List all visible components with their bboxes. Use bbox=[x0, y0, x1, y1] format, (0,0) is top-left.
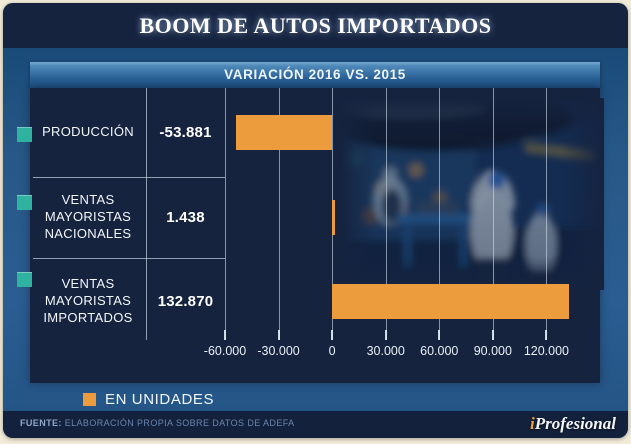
axis-tick bbox=[384, 330, 387, 340]
brand-logo-i: i bbox=[530, 414, 535, 433]
axis-tick-label: -30.000 bbox=[257, 344, 300, 358]
page-title: BOOM DE AUTOS IMPORTADOS bbox=[139, 13, 492, 38]
axis-tick-label: 30.000 bbox=[366, 344, 405, 358]
source-text: ELABORACIÓN PROPIA SOBRE DATOS DE ADEFA bbox=[61, 418, 295, 428]
source-label: FUENTE: bbox=[20, 418, 62, 428]
data-bar bbox=[332, 284, 570, 319]
chart-subtitle: VARIACIÓN 2016 VS. 2015 bbox=[30, 62, 600, 88]
gridline bbox=[439, 88, 441, 340]
axis-tick bbox=[224, 330, 226, 340]
gridline bbox=[546, 88, 548, 340]
legend-label: EN UNIDADES bbox=[105, 390, 215, 408]
data-bar bbox=[332, 200, 336, 235]
axis-tick-label: -60.000 bbox=[203, 344, 247, 358]
axis-tick bbox=[545, 330, 548, 340]
category-table: PRODUCCIÓN -53.881 VENTAS MAYORISTAS NAC… bbox=[30, 88, 225, 345]
row-divider bbox=[33, 258, 225, 259]
category-bullet bbox=[17, 195, 32, 210]
axis-tick-label: 60.000 bbox=[420, 344, 459, 358]
plot-area: -60.000 -30.000 0 30.000 60.000 90.000 120.000 bbox=[204, 88, 600, 368]
legend: EN UNIDADES bbox=[83, 390, 214, 408]
gridline bbox=[385, 88, 387, 340]
row-divider bbox=[33, 177, 225, 178]
infographic-card: BOOM DE AUTOS IMPORTADOS VARIACIÓN 2016 … bbox=[3, 3, 628, 438]
category-value: 1.438 bbox=[166, 209, 205, 226]
axis-tick-label: 0 bbox=[328, 344, 336, 358]
table-row: PRODUCCIÓN -53.881 bbox=[30, 88, 225, 177]
axis-tick bbox=[438, 330, 441, 340]
axis-tick bbox=[491, 330, 494, 340]
table-row: VENTAS MAYORISTAS NACIONALES 1.438 bbox=[30, 177, 225, 258]
factory-photo bbox=[340, 98, 604, 290]
category-value: -53.881 bbox=[159, 124, 212, 141]
legend-swatch bbox=[83, 392, 96, 406]
column-divider bbox=[146, 88, 147, 340]
category-bullet bbox=[17, 127, 32, 142]
category-label: VENTAS MAYORISTAS NACIONALES bbox=[44, 192, 132, 241]
brand-logo: iProfesional bbox=[530, 414, 616, 434]
gridline bbox=[492, 88, 494, 340]
chart-panel: PRODUCCIÓN -53.881 VENTAS MAYORISTAS NAC… bbox=[30, 88, 604, 383]
source-note: FUENTE: ELABORACIÓN PROPIA SOBRE DATOS D… bbox=[20, 418, 295, 428]
factory-photo-illustration bbox=[340, 98, 604, 290]
axis-tick-label: 120.000 bbox=[523, 344, 570, 358]
table-row: VENTAS MAYORISTAS IMPORTADOS 132.870 bbox=[30, 258, 225, 345]
brand-logo-name: Profesional bbox=[534, 414, 616, 433]
chart-body: VARIACIÓN 2016 VS. 2015 bbox=[3, 48, 628, 411]
title-band: BOOM DE AUTOS IMPORTADOS bbox=[3, 3, 628, 48]
data-bar bbox=[235, 115, 333, 150]
gridline bbox=[278, 88, 280, 340]
footer-bar: FUENTE: ELABORACIÓN PROPIA SOBRE DATOS D… bbox=[3, 411, 628, 438]
axis-tick-label: 90.000 bbox=[473, 344, 512, 358]
category-label: PRODUCCIÓN bbox=[42, 124, 134, 140]
gridline bbox=[225, 88, 226, 340]
category-value: 132.870 bbox=[157, 293, 214, 310]
category-bullet bbox=[17, 272, 32, 287]
axis-tick bbox=[331, 330, 334, 340]
axis-tick bbox=[277, 330, 280, 340]
category-label: VENTAS MAYORISTAS IMPORTADOS bbox=[43, 276, 133, 325]
